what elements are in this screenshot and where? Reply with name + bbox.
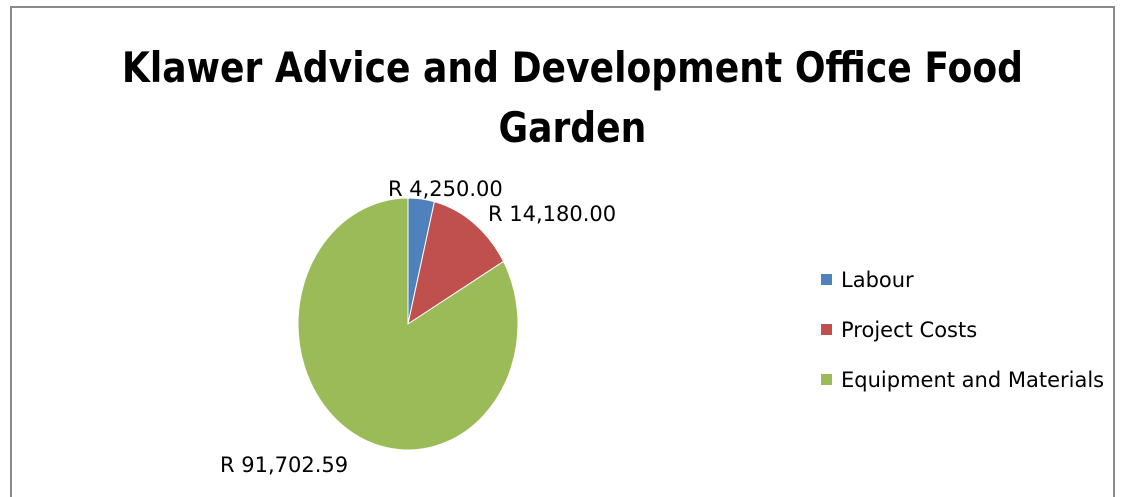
pie-data-label: R 4,250.00 [388, 177, 503, 201]
chart-title: Klawer Advice and Development Office Foo… [121, 43, 1024, 152]
legend-swatch [821, 374, 832, 385]
legend-label: Equipment and Materials [841, 367, 1105, 392]
legend-item-project-costs: Project Costs [821, 313, 1104, 346]
legend-swatch [821, 324, 832, 335]
pie-data-labels: R 4,250.00R 14,180.00 R 91,702.59 [220, 177, 616, 477]
pie-slice-equipment-and-materials [297, 197, 519, 451]
chart-frame [10, 6, 1115, 497]
legend-swatch [821, 274, 832, 285]
pie-data-label: R 91,702.59 [220, 453, 348, 477]
legend: Labour Project Costs Equipment and Mater… [821, 263, 1104, 413]
legend-label: Project Costs [841, 317, 978, 342]
pie-slices [297, 197, 519, 451]
pie-slice-project-costs [407, 201, 505, 326]
legend-label: Labour [841, 267, 914, 292]
legend-item-labour: Labour [821, 263, 1104, 296]
legend-item-equipment-and-materials: Equipment and Materials [821, 363, 1104, 396]
pie-data-label: R 14,180.00 [488, 202, 616, 226]
